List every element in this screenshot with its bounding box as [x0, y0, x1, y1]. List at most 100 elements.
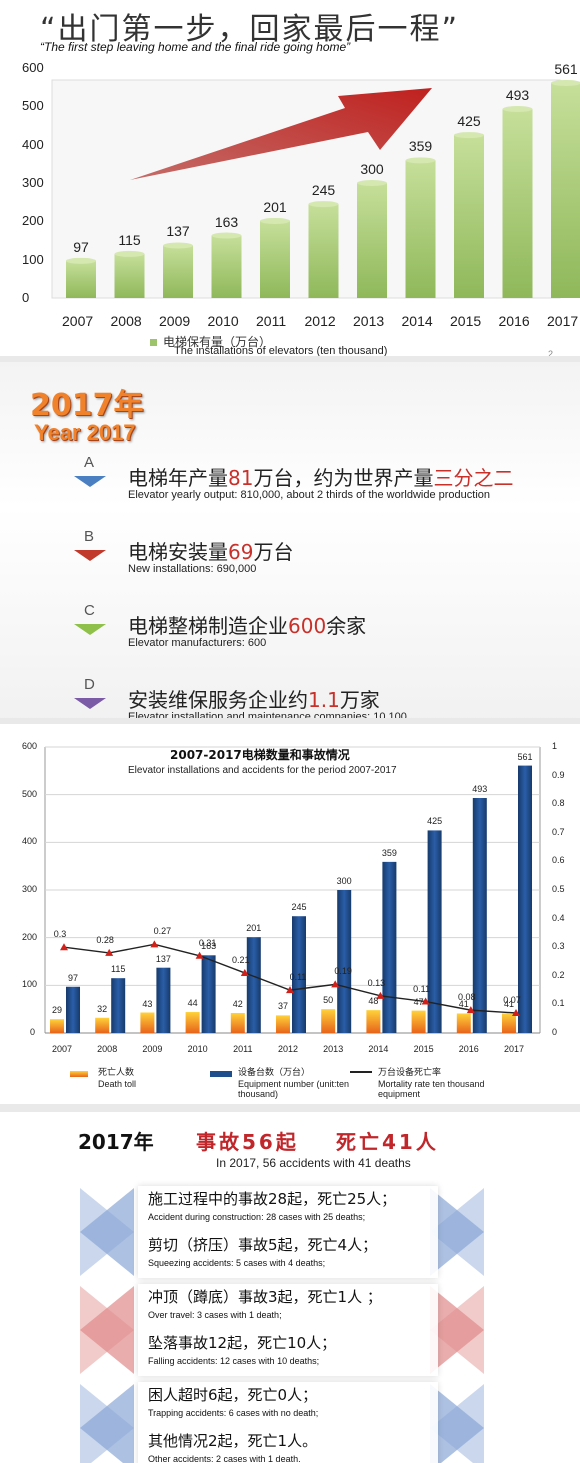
- group-diamond-left-outer: [80, 1286, 134, 1374]
- y-tick-label: 300: [22, 884, 38, 894]
- y-tick-label: 100: [22, 979, 38, 990]
- equipment-value-label: 359: [381, 847, 397, 858]
- accident-category-en: Squeezing accidents: 5 cases with 4 deat…: [148, 1258, 326, 1268]
- death-toll-bar: [140, 1012, 155, 1033]
- group-diamond-left: [80, 1286, 134, 1374]
- bar-value-label: 561: [554, 60, 578, 77]
- slogan-title: “出门第一步，回家最后一程”: [40, 12, 460, 47]
- mortality-rate-label: 0.08: [458, 992, 476, 1003]
- legend-label-en: The installations of elevators (ten thou…: [174, 345, 388, 357]
- death-toll-label: 47: [413, 996, 424, 1007]
- equipment-value-label: 493: [472, 784, 488, 794]
- mortality-rate-label: 0.07: [503, 994, 521, 1005]
- group-diamond-right: [430, 1286, 484, 1374]
- mortality-rate-label: 0.21: [232, 954, 250, 965]
- item-triangle-icon: [74, 624, 106, 635]
- statement-text: 电梯年产量: [128, 466, 228, 490]
- statement-text: 安装维保服务企业约: [128, 688, 308, 712]
- year-2017-summary-panel: 2017年 Year 2017 A 电梯年产量81万台，约为世界产量三分之二 Ele…: [0, 362, 580, 724]
- y2-tick-label: 0.9: [552, 769, 565, 780]
- x-tick-label: 2007: [62, 313, 94, 329]
- y-tick-label: 0: [22, 290, 30, 305]
- equipment-value-label: 561: [517, 751, 533, 762]
- highlight-value: 69: [228, 540, 254, 564]
- mortality-rate-marker: [286, 986, 294, 994]
- bar-cap: [551, 79, 580, 86]
- mortality-rate-marker: [105, 948, 114, 956]
- y2-tick-label: 0.3: [552, 941, 565, 952]
- chart-title: 2007-2017电梯数量和事故情况: [170, 748, 350, 762]
- x-tick-label: 2012: [304, 313, 336, 329]
- accidents-chart-panel: 2007-2017电梯数量和事故情况 Elevator installation…: [0, 724, 580, 1112]
- item-statement-cn: 电梯整梯制造企业600余家: [128, 610, 366, 639]
- divider: [0, 718, 580, 726]
- y-tick-label: 400: [22, 836, 38, 847]
- installation-bar: [66, 260, 96, 298]
- mortality-rate-marker: [376, 991, 385, 999]
- y-tick-label: 0: [30, 1027, 36, 1037]
- equipment-bar: [427, 830, 442, 1033]
- bar-value-label: 163: [214, 213, 239, 230]
- slogan-subtitle: “The first step leaving home and the fin…: [40, 40, 351, 54]
- equipment-bar: [292, 916, 306, 1033]
- bar-value-label: 97: [73, 238, 89, 255]
- y2-tick-label: 0.5: [552, 884, 565, 894]
- death-toll-label: 44: [187, 998, 198, 1009]
- equipment-bar: [111, 978, 126, 1033]
- statement-text: 电梯安装量: [128, 540, 228, 564]
- mortality-rate-label: 0.11: [289, 972, 307, 983]
- equipment-value-label: 201: [246, 923, 262, 934]
- item-statement-en: Elevator yearly output: 810,000, about 2…: [128, 489, 491, 501]
- equipment-value-label: 163: [201, 941, 217, 952]
- mortality-rate-marker: [512, 1008, 520, 1016]
- death-toll-label: 41: [458, 999, 469, 1010]
- accidents-headline: 事故56起: [196, 1130, 299, 1154]
- x-tick-label: 2012: [277, 1044, 299, 1054]
- x-tick-label: 2014: [368, 1044, 389, 1054]
- accident-category-en: Trapping accidents: 6 cases with no deat…: [148, 1408, 319, 1418]
- item-triangle-icon: [74, 698, 106, 709]
- y-tick-label: 500: [22, 788, 38, 799]
- accidents-combo-chart: [44, 746, 541, 1034]
- statement-text: 万台，约为世界产量: [253, 466, 434, 490]
- bar-value-label: 425: [457, 113, 481, 130]
- x-tick-label: 2013: [323, 1044, 344, 1054]
- bar-cap: [114, 250, 145, 257]
- mortality-rate-marker: [421, 997, 430, 1005]
- equipment-value-label: 137: [155, 953, 171, 964]
- bar-cap: [405, 157, 436, 164]
- legend-swatch: [150, 339, 157, 346]
- bar-value-label: 137: [166, 223, 190, 240]
- accident-category-cn: 其他情况2起，死亡1人。: [148, 1432, 318, 1450]
- installation-bar: [211, 235, 242, 298]
- accident-category-en: Accident during construction: 28 cases w…: [148, 1212, 366, 1222]
- group-diamond-right: [430, 1384, 484, 1463]
- death-toll-bar: [411, 1010, 426, 1033]
- y2-tick-label: 0.8: [552, 798, 565, 809]
- item-triangle-icon: [74, 550, 106, 561]
- highlight-value: 81: [228, 466, 254, 490]
- legend-label-cn: 设备台数（万台）: [238, 1068, 311, 1078]
- y2-tick-label: 0.6: [552, 855, 565, 866]
- mortality-rate-marker: [60, 943, 68, 951]
- group-diamond-left: [80, 1188, 134, 1276]
- installation-bar: [551, 82, 580, 298]
- bar-value-label: 493: [505, 87, 530, 104]
- bar-value-label: 201: [263, 198, 287, 215]
- highlight-value: 1.1: [308, 688, 340, 712]
- accident-category-en: Over travel: 3 cases with 1 death;: [148, 1310, 282, 1320]
- y-tick-label: 200: [22, 213, 44, 229]
- death-toll-bar: [185, 1012, 200, 1033]
- highlight-value: 三分之二: [433, 466, 514, 490]
- equipment-value-label: 115: [111, 964, 126, 975]
- equipment-bar: [382, 861, 397, 1033]
- trend-arrow: [130, 88, 432, 180]
- installation-bar: [260, 220, 290, 298]
- mortality-rate-marker: [331, 980, 340, 988]
- equipment-bar: [156, 967, 171, 1033]
- installation-bar: [163, 245, 193, 298]
- y2-tick-label: 0.4: [552, 912, 565, 923]
- death-toll-bar: [276, 1015, 290, 1033]
- installation-bar: [308, 204, 339, 298]
- mortality-rate-marker: [466, 1006, 475, 1014]
